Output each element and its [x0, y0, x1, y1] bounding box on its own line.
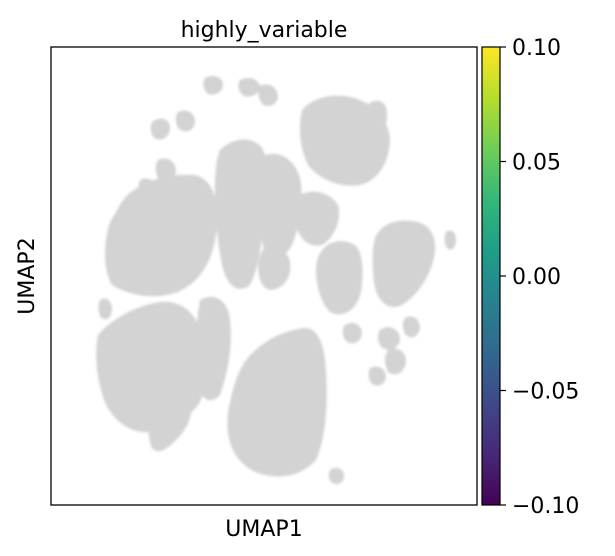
- cluster-tiny-bottom-right: [328, 468, 344, 484]
- cluster-tiny-left-edge: [98, 298, 112, 320]
- cluster-small-mid-left: [258, 247, 291, 290]
- cluster-right-oval: [372, 220, 436, 308]
- colorbar-tick-label: 0.10: [512, 36, 561, 61]
- cluster-tiny-left-2: [175, 110, 195, 132]
- colorbar-tick-label: 0.05: [512, 151, 561, 176]
- cluster-center-right-top: [295, 191, 340, 246]
- cluster-center-mid: [259, 153, 302, 260]
- cluster-top-right: [300, 95, 390, 186]
- cluster-left-mid-right: [195, 296, 231, 401]
- cluster-tiny-top-3: [258, 84, 278, 106]
- x-axis-label: UMAP1: [225, 517, 302, 542]
- cluster-tiny-top-2: [238, 78, 260, 97]
- scatter-points: [96, 76, 456, 484]
- colorbar-ticks: 0.10 0.05 0.00 −0.05 −0.10: [500, 36, 579, 519]
- cluster-tiny-left-3: [155, 158, 176, 182]
- cluster-tiny-right-5: [385, 348, 406, 375]
- cluster-tiny-right-4: [402, 316, 420, 338]
- cluster-top-right-tip: [367, 100, 388, 132]
- cluster-tiny-right-6: [368, 366, 386, 386]
- colorbar-tick-label: 0.00: [512, 265, 561, 290]
- cluster-left-large: [105, 174, 218, 297]
- cluster-small-left-bottom: [148, 395, 192, 452]
- colorbar-tick-label: −0.05: [512, 380, 579, 405]
- cluster-center-right-oval: [316, 241, 363, 315]
- cluster-tiny-right-3: [377, 327, 400, 350]
- cluster-tiny-left-1: [150, 118, 170, 140]
- y-axis-label: UMAP2: [15, 237, 40, 314]
- cluster-tiny-top-1: [203, 76, 223, 95]
- chart-title: highly_variable: [181, 18, 348, 43]
- colorbar: [482, 47, 500, 505]
- cluster-tiny-left-4: [138, 178, 156, 198]
- cluster-center-top: [214, 139, 267, 289]
- cluster-tiny-right-2: [342, 322, 362, 344]
- cluster-bottom-center: [227, 328, 327, 477]
- cluster-tiny-right-1: [444, 230, 456, 250]
- colorbar-tick-label: −0.10: [512, 494, 579, 519]
